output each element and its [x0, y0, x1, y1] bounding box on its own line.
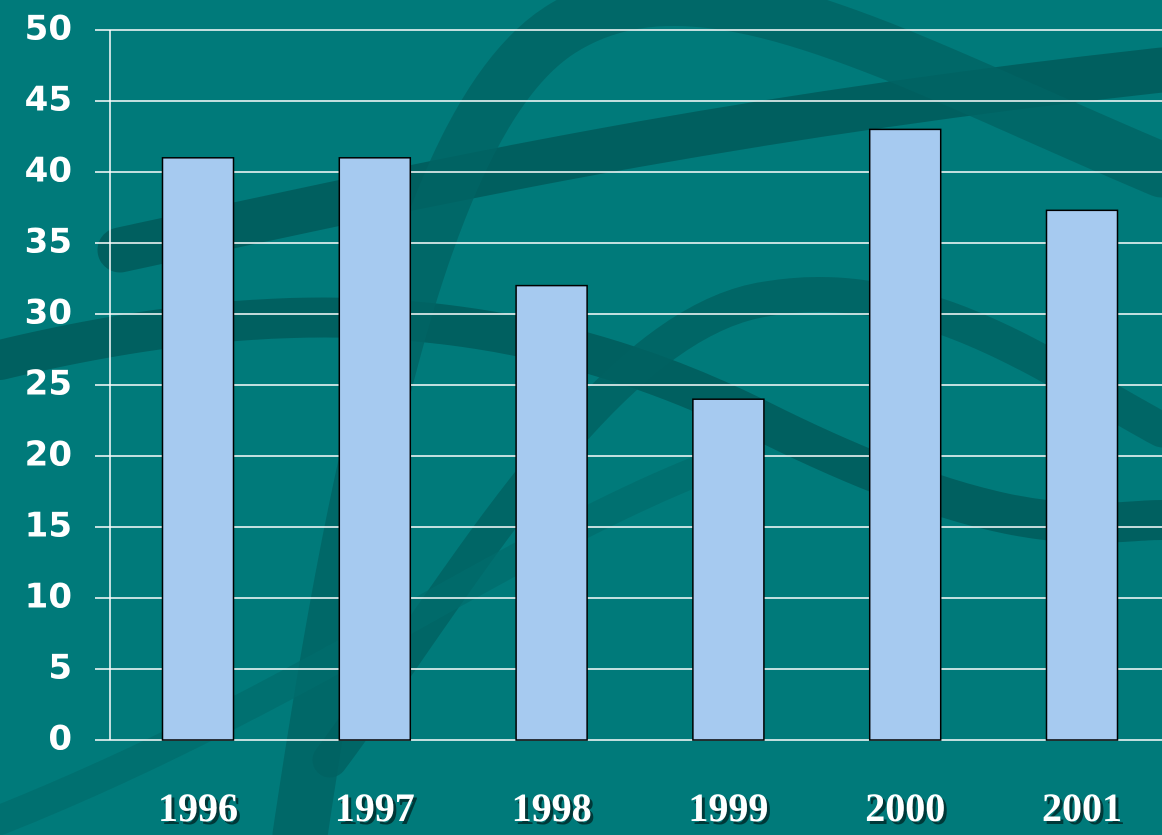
y-tick-label: 45: [25, 80, 72, 120]
x-tick-label: 1998: [512, 785, 592, 830]
x-tick-label: 2001: [1042, 785, 1122, 830]
x-tick-label: 1996: [158, 785, 238, 830]
y-tick-label: 0: [48, 719, 72, 759]
y-tick-label: 30: [25, 293, 72, 333]
y-tick-label: 25: [25, 364, 72, 404]
bar: [1045, 209, 1119, 741]
bar: [338, 157, 412, 741]
y-tick-label: 15: [25, 506, 72, 546]
x-tick-label: 1997: [335, 785, 415, 830]
bar: [692, 398, 765, 741]
y-tick-label: 40: [25, 151, 72, 191]
x-tick-label: 1999: [688, 785, 768, 830]
y-tick-label: 10: [25, 577, 72, 617]
bar: [868, 128, 942, 741]
y-tick-label: 50: [25, 9, 72, 49]
bar: [515, 284, 588, 741]
y-tick-label: 20: [25, 435, 72, 475]
y-tick-label: 35: [25, 222, 72, 262]
x-tick-label: 2000: [865, 785, 945, 830]
y-tick-label: 5: [48, 648, 72, 688]
bar: [161, 157, 235, 741]
